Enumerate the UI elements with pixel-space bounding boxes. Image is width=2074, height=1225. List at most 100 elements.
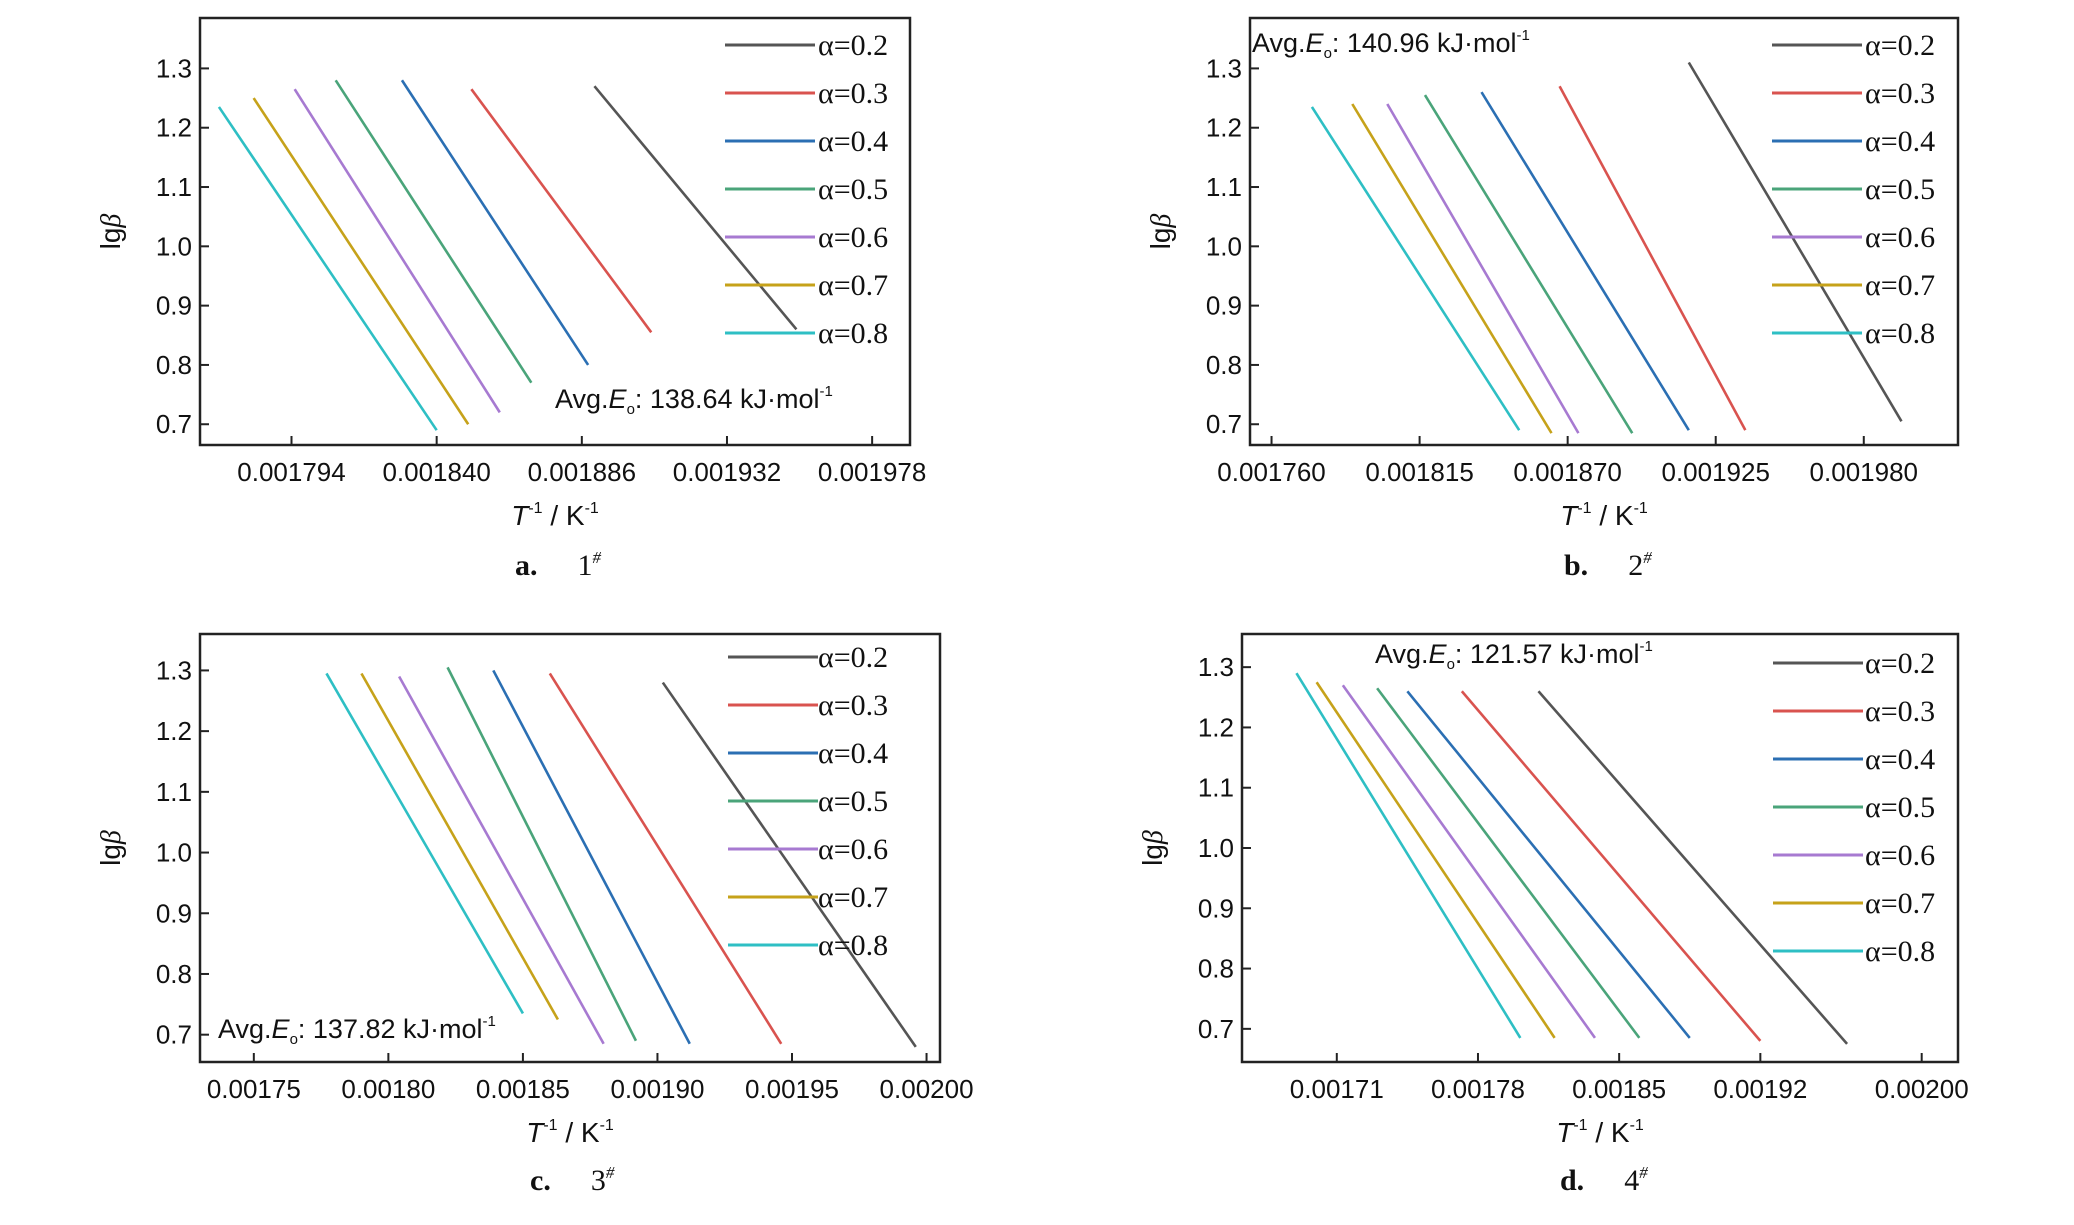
series-line-alpha-0.2	[1537, 690, 1849, 1045]
series-line-alpha-0.8	[1310, 106, 1521, 431]
x-tick-label: 0.001840	[382, 457, 490, 487]
x-tick-label: 0.001925	[1661, 457, 1769, 487]
x-axis-label: T-1 / K-1	[526, 1117, 614, 1148]
x-tick-label: 0.001760	[1217, 457, 1325, 487]
x-tick-label: 0.00178	[1431, 1074, 1525, 1104]
legend-label: α=0.3	[818, 689, 888, 722]
series-line-alpha-0.7	[1315, 681, 1556, 1039]
avg-eo-annotation: Avg.Eo: 138.64 kJ·mol-1	[555, 383, 833, 418]
series-line-alpha-0.8	[325, 672, 525, 1015]
legend-label: α=0.6	[1865, 221, 1935, 254]
x-tick-label: 0.001815	[1365, 457, 1473, 487]
y-tick-label: 0.7	[1206, 409, 1242, 439]
x-tick-label: 0.001978	[818, 457, 926, 487]
legend-label: α=0.5	[1865, 791, 1935, 824]
x-tick-label: 0.00190	[610, 1074, 704, 1104]
y-axis-label: lgβ	[95, 830, 127, 866]
plot-frame	[1248, 16, 1960, 447]
legend-label: α=0.2	[1865, 647, 1935, 680]
y-axis-label: lgβ	[95, 214, 127, 250]
legend-label: α=0.3	[1865, 77, 1935, 110]
y-tick-label: 0.7	[1198, 1014, 1234, 1044]
y-tick-label: 1.0	[156, 231, 192, 261]
legend-label: α=0.8	[818, 317, 888, 350]
x-tick-label: 0.00192	[1713, 1074, 1807, 1104]
series-line-alpha-0.2	[593, 85, 798, 331]
y-tick-label: 1.2	[156, 716, 192, 746]
x-axis-label: T-1 / K-1	[511, 500, 599, 531]
series-line-alpha-0.6	[397, 675, 605, 1045]
y-tick-label: 0.9	[1206, 291, 1242, 321]
avg-eo-annotation: Avg.Eo: 121.57 kJ·mol-1	[1375, 638, 1653, 673]
y-tick-label: 0.8	[156, 350, 192, 380]
legend-label: α=0.8	[818, 929, 888, 962]
legend-label: α=0.7	[818, 269, 888, 302]
legend-label: α=0.7	[818, 881, 888, 914]
y-tick-label: 1.2	[1198, 712, 1234, 742]
legend-label: α=0.6	[818, 221, 888, 254]
y-tick-label: 1.1	[156, 172, 192, 202]
series-line-alpha-0.4	[1406, 690, 1691, 1039]
legend-label: α=0.6	[1865, 839, 1935, 872]
avg-eo-annotation: Avg.Eo: 140.96 kJ·mol-1	[1252, 27, 1530, 62]
series-line-alpha-0.3	[470, 88, 653, 334]
y-tick-label: 1.2	[156, 113, 192, 143]
x-tick-label: 0.001886	[528, 457, 636, 487]
series-line-alpha-0.8	[217, 106, 438, 431]
y-tick-label: 0.8	[156, 959, 192, 989]
panel-caption: b. 2#	[1564, 548, 1652, 582]
y-tick-label: 0.7	[156, 1020, 192, 1050]
x-tick-label: 0.00200	[880, 1074, 974, 1104]
y-axis-label: lgβ	[1137, 830, 1169, 866]
legend-label: α=0.5	[818, 173, 888, 206]
legend-label: α=0.8	[1865, 317, 1935, 350]
chart-panel-d: 0.7 0.8 0.9 1.0 1.1 1.2 1.3 0.00171 0.00178 0.001…	[1137, 632, 1969, 1197]
chart-panel-c: 0.7 0.8 0.9 1.0 1.1 1.2 1.3 0.00175 0.00180 0.001…	[95, 632, 974, 1197]
y-tick-label: 1.3	[156, 655, 192, 685]
legend-label: α=0.7	[1865, 887, 1935, 920]
y-tick-label: 1.0	[1206, 231, 1242, 261]
series-line-alpha-0.6	[1386, 103, 1580, 434]
x-tick-label: 0.00185	[1572, 1074, 1666, 1104]
y-tick-label: 0.8	[1206, 350, 1242, 380]
x-tick-label: 0.00200	[1875, 1074, 1969, 1104]
y-tick-label: 1.3	[1206, 53, 1242, 83]
legend-label: α=0.2	[818, 641, 888, 674]
y-tick-label: 0.9	[156, 291, 192, 321]
x-tick-label: 0.00180	[341, 1074, 435, 1104]
panel-caption: d. 4#	[1560, 1163, 1648, 1197]
legend-label: α=0.3	[818, 77, 888, 110]
y-tick-label: 1.2	[1206, 113, 1242, 143]
legend-label: α=0.2	[818, 29, 888, 62]
x-axis-label: T-1 / K-1	[1560, 500, 1648, 531]
legend-label: α=0.4	[1865, 125, 1935, 158]
legend-label: α=0.6	[818, 833, 888, 866]
panel-caption: a. 1#	[515, 548, 602, 582]
x-tick-label: 0.001980	[1810, 457, 1918, 487]
series-line-alpha-0.5	[446, 666, 638, 1042]
x-tick-label: 0.001794	[237, 457, 345, 487]
x-tick-label: 0.001932	[673, 457, 781, 487]
series-line-alpha-0.6	[1341, 684, 1597, 1039]
avg-eo-annotation: Avg.Eo: 137.82 kJ·mol-1	[218, 1013, 496, 1048]
series-line-alpha-0.8	[1295, 672, 1522, 1039]
series-line-alpha-0.7	[1351, 103, 1553, 434]
series-line-alpha-0.4	[492, 669, 691, 1045]
x-tick-label: 0.00171	[1290, 1074, 1384, 1104]
y-tick-label: 1.3	[1198, 652, 1234, 682]
chart-panel-b: 0.7 0.8 0.9 1.0 1.1 1.2 1.3 0.001760 0.001815 0.0…	[1145, 16, 1960, 582]
series-line-alpha-0.5	[1423, 94, 1634, 434]
series-line-alpha-0.5	[1376, 687, 1641, 1039]
series-line-alpha-0.6	[293, 88, 501, 414]
y-tick-label: 0.9	[156, 898, 192, 928]
legend-label: α=0.8	[1865, 935, 1935, 968]
series-line-alpha-0.3	[1558, 85, 1747, 431]
x-axis-label: T-1 / K-1	[1556, 1117, 1644, 1148]
y-tick-label: 1.1	[156, 777, 192, 807]
series-line-alpha-0.3	[548, 672, 783, 1045]
y-axis-label: lgβ	[1145, 214, 1177, 250]
series-line-alpha-0.7	[252, 97, 470, 425]
series-line-alpha-0.2	[661, 681, 917, 1048]
x-tick-label: 0.00175	[207, 1074, 301, 1104]
